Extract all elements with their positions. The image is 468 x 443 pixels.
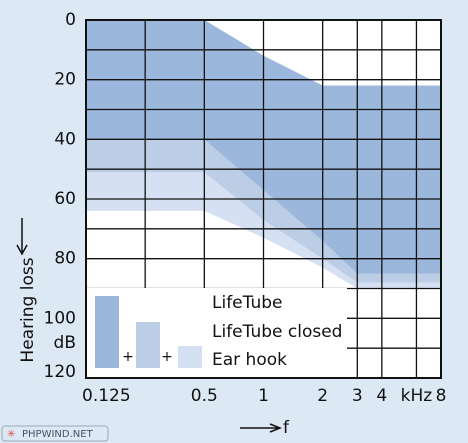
legend-label: Ear hook	[212, 350, 287, 370]
y-tick-label: 120	[44, 362, 76, 382]
x-tick-label: 4	[376, 386, 387, 406]
watermark: PHPWIND.NET	[22, 429, 94, 440]
y-tick-label: 100	[44, 308, 76, 328]
x-tick-label: 0.125	[82, 386, 131, 406]
x-tick-label: 2	[317, 386, 328, 406]
plot-frame	[85, 19, 442, 379]
y-tick-label: 80	[54, 249, 76, 269]
legend-joiner: +	[161, 349, 173, 365]
y-axis-label: Hearing loss	[18, 257, 38, 362]
x-arrow	[240, 423, 283, 433]
watermark-icon: ✳	[7, 429, 15, 440]
legend-label: LifeTube closed	[212, 322, 342, 342]
legend-swatch	[178, 346, 202, 368]
x-tick-label: 1	[258, 386, 269, 406]
legend-label: LifeTube	[212, 293, 282, 313]
y-tick-label: 0	[65, 10, 76, 30]
y-unit: dB	[54, 333, 76, 353]
x-axis-label: f	[283, 418, 290, 438]
legend-panel	[87, 288, 347, 377]
x-tick-label: 0.5	[191, 386, 218, 406]
legend-joiner: +	[122, 349, 134, 365]
watermark-box	[1, 425, 109, 442]
y-arrow	[16, 218, 28, 256]
x-tick-label: kHz	[401, 386, 433, 406]
legend-swatch	[95, 296, 119, 368]
y-tick-label: 20	[54, 70, 76, 90]
y-tick-label: 60	[54, 189, 76, 209]
x-tick-label: 8	[436, 386, 447, 406]
x-tick-label: 3	[352, 386, 363, 406]
legend-swatch	[136, 322, 160, 368]
y-tick-label: 40	[54, 129, 76, 149]
